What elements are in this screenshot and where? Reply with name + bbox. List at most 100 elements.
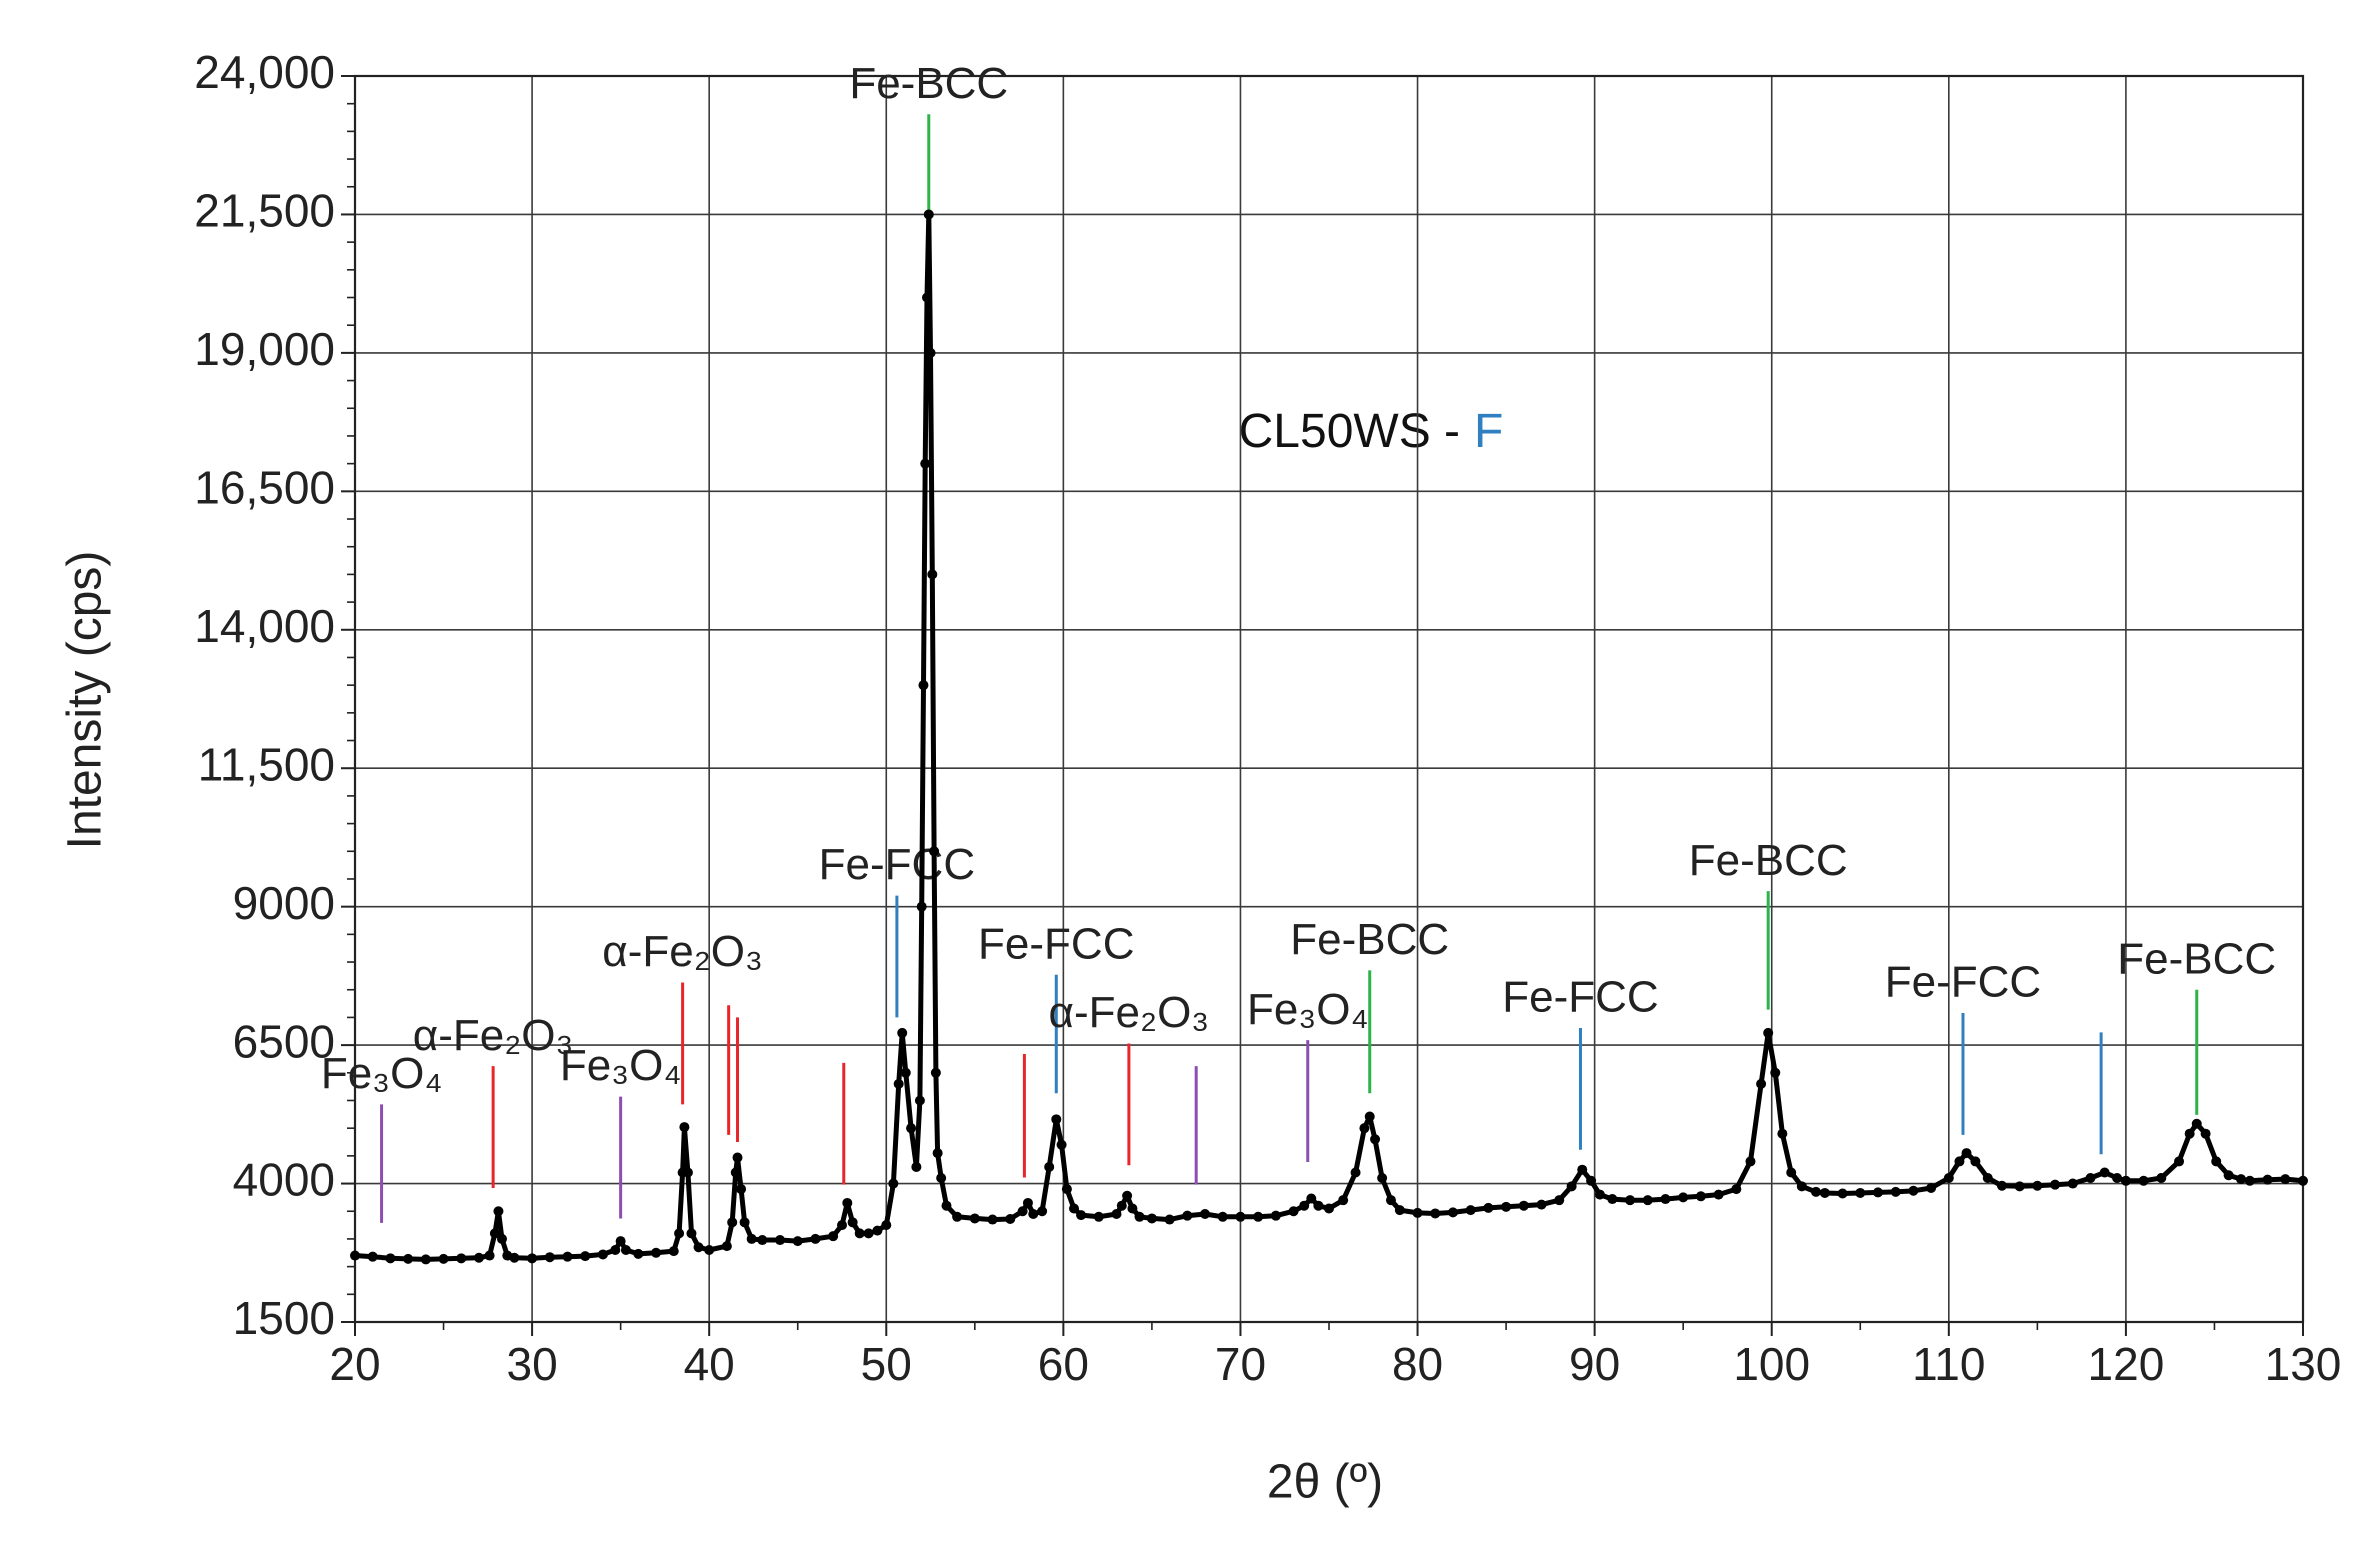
data-point bbox=[2156, 1173, 2167, 1184]
data-point bbox=[918, 680, 929, 691]
data-point bbox=[1890, 1186, 1901, 1197]
data-point bbox=[1134, 1211, 1145, 1222]
data-point bbox=[1377, 1173, 1388, 1184]
data-point bbox=[2298, 1175, 2308, 1186]
data-point bbox=[1745, 1156, 1756, 1167]
data-point bbox=[2120, 1175, 2131, 1186]
data-point bbox=[1005, 1213, 1016, 1224]
data-point bbox=[403, 1253, 414, 1264]
phase-label: Fe-BCC bbox=[1290, 915, 1449, 964]
data-point bbox=[987, 1214, 998, 1225]
data-point bbox=[493, 1206, 504, 1217]
data-point bbox=[1394, 1205, 1405, 1216]
x-tick-label: 80 bbox=[1392, 1338, 1443, 1390]
phase-label: α-Fe₂O₃ bbox=[413, 1011, 574, 1060]
data-point bbox=[2014, 1181, 2025, 1192]
data-point bbox=[1122, 1190, 1133, 1201]
data-point bbox=[1678, 1192, 1689, 1203]
data-point bbox=[1996, 1180, 2007, 1191]
data-point bbox=[1182, 1210, 1193, 1221]
data-point bbox=[906, 1123, 917, 1134]
data-point bbox=[922, 292, 933, 303]
data-point bbox=[746, 1233, 757, 1244]
phase-label: Fe₃O₄ bbox=[560, 1041, 681, 1090]
data-point bbox=[1961, 1148, 1972, 1159]
data-point bbox=[1028, 1209, 1039, 1220]
data-point bbox=[1022, 1197, 1033, 1208]
data-point bbox=[1430, 1208, 1441, 1219]
data-point bbox=[1127, 1203, 1138, 1214]
data-point bbox=[1338, 1195, 1349, 1206]
data-point bbox=[620, 1245, 631, 1256]
x-tick-label: 60 bbox=[1038, 1338, 1089, 1390]
data-point bbox=[1855, 1187, 1866, 1198]
data-point bbox=[1465, 1205, 1476, 1216]
plot-frame bbox=[353, 74, 2305, 1324]
data-point bbox=[1288, 1206, 1299, 1217]
sample-name: CL50WS - bbox=[1239, 405, 1460, 458]
data-point bbox=[1447, 1207, 1458, 1218]
data-point bbox=[679, 1122, 690, 1133]
y-tick-label: 24,000 bbox=[194, 46, 335, 98]
data-point bbox=[1253, 1211, 1264, 1222]
data-point bbox=[1068, 1203, 1079, 1214]
data-point bbox=[1731, 1184, 1742, 1195]
y-tick-label: 11,500 bbox=[198, 738, 335, 790]
data-point bbox=[580, 1251, 591, 1262]
data-point bbox=[732, 1152, 743, 1163]
data-point bbox=[929, 846, 940, 857]
data-point bbox=[610, 1245, 621, 1256]
data-point bbox=[1518, 1200, 1529, 1211]
data-point bbox=[1111, 1209, 1122, 1220]
data-point bbox=[1566, 1181, 1577, 1192]
data-point bbox=[686, 1228, 697, 1239]
sample-annotation: CL50WS - F bbox=[1239, 405, 1504, 458]
x-tick-label: 70 bbox=[1215, 1338, 1266, 1390]
y-tick-label: 19,000 bbox=[194, 323, 335, 375]
data-point bbox=[2112, 1173, 2123, 1184]
data-point bbox=[2280, 1174, 2291, 1185]
y-tick-label: 21,500 bbox=[194, 185, 335, 237]
phase-label: Fe-FCC bbox=[1885, 958, 2041, 1007]
data-point bbox=[916, 901, 927, 912]
data-point bbox=[1359, 1123, 1370, 1134]
phase-label: Fe-BCC bbox=[1689, 836, 1848, 885]
data-point bbox=[1200, 1209, 1211, 1220]
y-tick-label: 1500 bbox=[233, 1292, 335, 1344]
data-point bbox=[1483, 1202, 1494, 1213]
data-point bbox=[367, 1251, 378, 1262]
data-point bbox=[936, 1173, 947, 1184]
data-point bbox=[2032, 1180, 2043, 1191]
data-point bbox=[930, 1067, 941, 1078]
data-point bbox=[739, 1217, 750, 1228]
data-point bbox=[562, 1251, 573, 1262]
data-point bbox=[854, 1228, 865, 1239]
data-point bbox=[1642, 1195, 1653, 1206]
data-point bbox=[1076, 1210, 1087, 1221]
data-point bbox=[1501, 1201, 1512, 1212]
data-point bbox=[2223, 1170, 2234, 1181]
data-point bbox=[1313, 1200, 1324, 1211]
data-point bbox=[2099, 1167, 2110, 1178]
data-point bbox=[420, 1254, 431, 1265]
phase-label: Fe-FCC bbox=[978, 919, 1134, 968]
data-point bbox=[757, 1235, 768, 1246]
data-point bbox=[721, 1241, 732, 1252]
data-point bbox=[1056, 1139, 1067, 1150]
phase-label: Fe-FCC bbox=[819, 840, 975, 889]
data-point bbox=[1235, 1211, 1246, 1222]
data-point bbox=[1625, 1195, 1636, 1206]
data-point bbox=[1756, 1078, 1767, 1089]
data-point bbox=[969, 1213, 980, 1224]
data-point bbox=[1763, 1027, 1774, 1038]
data-point bbox=[527, 1253, 538, 1264]
data-point bbox=[897, 1027, 908, 1038]
data-point bbox=[775, 1235, 786, 1246]
data-point bbox=[489, 1228, 500, 1239]
data-point bbox=[1370, 1134, 1381, 1145]
phase-label: Fe₃O₄ bbox=[321, 1049, 442, 1098]
data-point bbox=[1908, 1185, 1919, 1196]
data-point bbox=[633, 1248, 644, 1259]
